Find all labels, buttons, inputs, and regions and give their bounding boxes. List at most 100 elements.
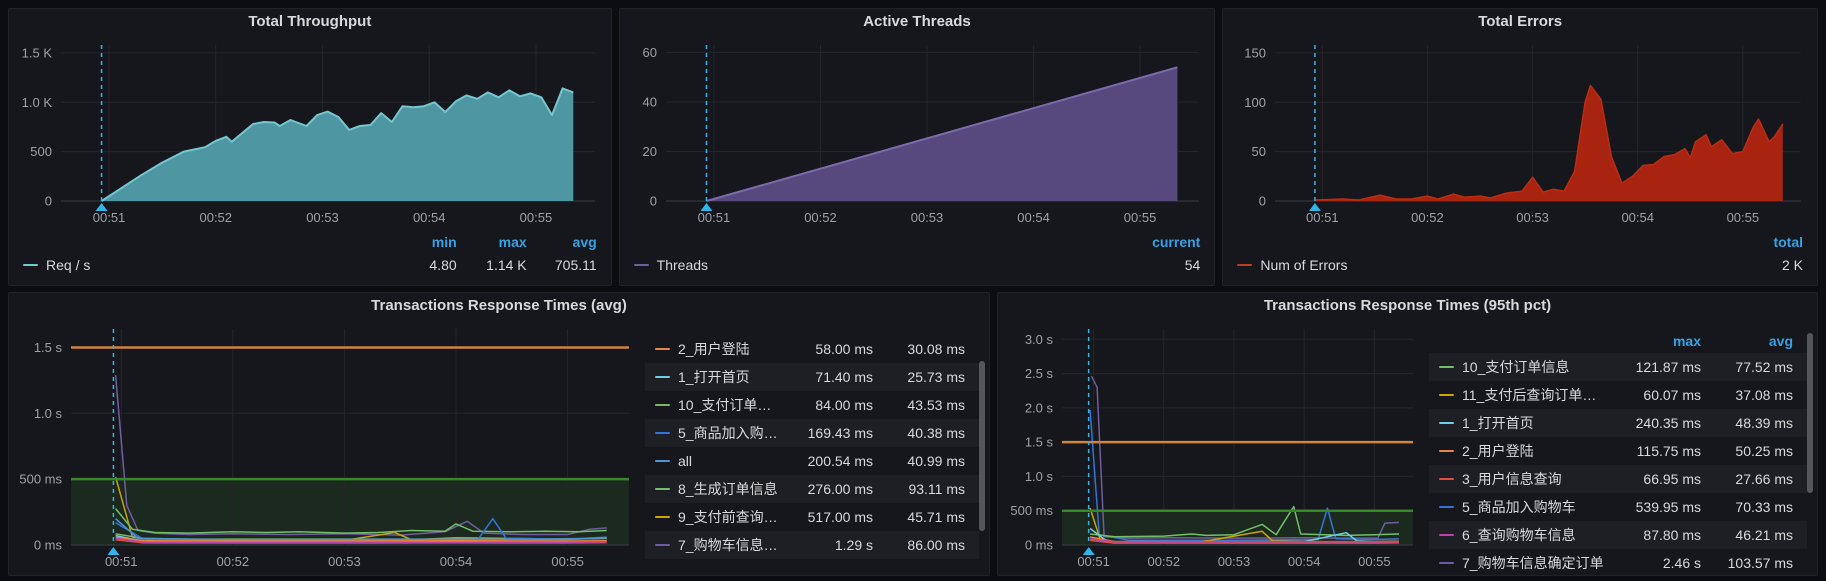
svg-text:500 ms: 500 ms [19,472,62,487]
svg-text:00:52: 00:52 [1411,210,1444,225]
legend-row[interactable]: 10_支付订单信息 84.00 ms 43.53 ms [645,391,979,419]
stat-total-value: 2 K [1781,257,1803,273]
series-name[interactable]: 5_商品加入购物车 [678,425,781,441]
series-color-dash [1439,506,1454,508]
series-max-value: 66.95 ms [1643,471,1701,487]
svg-text:20: 20 [642,144,656,159]
series-name[interactable]: 1_打开首页 [678,369,750,385]
series-name[interactable]: 3_用户信息查询 [1462,471,1562,487]
legend-row[interactable]: 11_支付后查询订单详情 60.07 ms 37.08 ms [1429,381,1807,409]
legend-row[interactable]: 8_生成订单信息 276.00 ms 93.11 ms [645,475,979,503]
series-avg-value: 37.08 ms [1735,387,1793,403]
series-max-value: 121.87 ms [1635,359,1701,375]
panel-title-response-times-95th[interactable]: Transactions Response Times (95th pct) [1263,297,1552,314]
panel-title-total-throughput[interactable]: Total Throughput [248,13,372,30]
legend-header-max[interactable]: max [498,234,527,250]
response-times-95th-chart[interactable]: 0 ms 500 ms 1.0 s 1.5 s 2.0 s 2.5 s 3.0 s 00:51… [998,319,1425,575]
svg-text:100: 100 [1245,95,1267,110]
legend-row[interactable]: 9_支付前查询订单列表 517.00 ms 45.71 ms [645,503,979,531]
legend-header-min[interactable]: min [431,234,457,250]
svg-text:0 ms: 0 ms [34,538,63,553]
series-name[interactable]: 9_支付前查询订单列表 [678,509,781,525]
svg-text:150: 150 [1245,45,1267,60]
legend-row[interactable]: 1_打开首页 240.35 ms 48.39 ms [1429,409,1807,437]
svg-text:00:55: 00:55 [1358,554,1391,569]
series-color-dash [655,404,670,406]
series-max-value: 84.00 ms [815,397,873,413]
series-max-value: 169.43 ms [807,425,873,441]
series-max-value: 276.00 ms [807,481,873,497]
svg-text:2.0 s: 2.0 s [1025,400,1054,415]
series-name[interactable]: 7_购物车信息确定订单 [678,537,781,553]
svg-text:00:51: 00:51 [105,554,138,569]
series-name[interactable]: 8_生成订单信息 [678,481,778,497]
legend-row[interactable]: 2_用户登陆 58.00 ms 30.08 ms [645,335,979,363]
legend-scrollbar[interactable] [1807,333,1813,493]
legend-row[interactable]: 6_查询购物车信息 87.80 ms 46.21 ms [1429,521,1807,549]
svg-text:00:51: 00:51 [697,210,730,225]
series-avg-value: 40.38 ms [907,425,965,441]
series-color-dash [1439,450,1454,452]
legend-row[interactable]: 2_用户登陆 115.75 ms 50.25 ms [1429,437,1807,465]
series-avg-value: 48.39 ms [1735,415,1793,431]
legend-row[interactable]: 5_商品加入购物车 539.95 ms 70.33 ms [1429,493,1807,521]
legend-row[interactable]: 10_支付订单信息 121.87 ms 77.52 ms [1429,353,1807,381]
throughput-legend: min max avg Req / s 4.80 1.14 K 705.11 [9,231,611,285]
series-name[interactable]: 6_查询购物车信息 [1462,527,1576,543]
legend-row[interactable]: 5_商品加入购物车 169.43 ms 40.38 ms [645,419,979,447]
svg-text:0: 0 [45,194,52,209]
stat-max-value: 1.14 K [486,257,527,273]
svg-text:1.0 s: 1.0 s [1025,469,1054,484]
series-color-dash [1237,264,1253,266]
legend-row[interactable]: all 200.54 ms 40.99 ms [645,447,979,475]
series-avg-value: 86.00 ms [907,537,965,553]
series-name[interactable]: 1_打开首页 [1462,415,1534,431]
svg-text:500: 500 [30,144,52,159]
legend-header-current[interactable]: current [1152,234,1201,250]
panel-title-active-threads[interactable]: Active Threads [863,13,971,30]
series-name[interactable]: Num of Errors [1260,257,1348,273]
svg-text:2.5 s: 2.5 s [1025,366,1054,381]
svg-text:1.0 K: 1.0 K [22,95,53,110]
avg-legend-table: 2_用户登陆 58.00 ms 30.08 ms 1_打开首页 71.40 ms… [641,319,989,575]
series-avg-value: 40.99 ms [907,453,965,469]
panel-total-errors: Total Errors 0 50 100 150 00:51 00:52 00:53 00:… [1222,8,1818,286]
legend-row[interactable]: 3_用户信息查询 66.95 ms 27.66 ms [1429,465,1807,493]
throughput-chart[interactable]: 0 500 1.0 K 1.5 K 00:51 00:52 00:53 00:54 00:55 [9,35,611,231]
svg-text:00:53: 00:53 [1218,554,1251,569]
panel-title-total-errors[interactable]: Total Errors [1478,13,1563,30]
svg-text:00:51: 00:51 [1306,210,1339,225]
svg-text:00:53: 00:53 [328,554,361,569]
series-color-dash [1439,534,1454,536]
series-max-value: 517.00 ms [807,509,873,525]
legend-row[interactable]: 1_打开首页 71.40 ms 25.73 ms [645,363,979,391]
series-name[interactable]: all [678,453,693,469]
panel-title-response-times-avg[interactable]: Transactions Response Times (avg) [371,297,627,314]
series-color-dash [655,544,670,546]
legend-header-total[interactable]: total [1773,234,1803,250]
response-times-avg-chart[interactable]: 0 ms 500 ms 1.0 s 1.5 s 00:51 00:52 00:53 00:54… [9,319,641,575]
series-name[interactable]: 11_支付后查询订单详情 [1462,387,1609,403]
svg-text:00:55: 00:55 [520,210,553,225]
legend-row[interactable]: 7_购物车信息确定订单 1.29 s 86.00 ms [645,531,979,559]
series-name[interactable]: 2_用户登陆 [678,341,750,357]
errors-legend: total Num of Errors 2 K [1223,231,1817,285]
errors-chart[interactable]: 0 50 100 150 00:51 00:52 00:53 00:54 00:55 [1223,35,1817,231]
legend-row[interactable]: 7_购物车信息确定订单 2.46 s 103.57 ms [1429,549,1807,575]
series-name[interactable]: 10_支付订单信息 [1462,359,1570,375]
series-name[interactable]: Threads [656,257,709,273]
legend-header-max[interactable]: max [1672,333,1701,349]
series-name[interactable]: 5_商品加入购物车 [1462,499,1576,515]
series-avg-value: 50.25 ms [1735,443,1793,459]
series-name[interactable]: Req / s [46,257,91,273]
legend-header-avg[interactable]: avg [1768,333,1793,349]
series-name[interactable]: 2_用户登陆 [1462,443,1534,459]
series-color-dash [1439,394,1454,396]
panel-total-throughput: Total Throughput 0 500 1.0 K 1.5 K 00:51 00:5… [8,8,612,286]
threads-chart[interactable]: 0 20 40 60 00:51 00:52 00:53 00:54 00:55 [620,35,1215,231]
legend-scrollbar[interactable] [979,361,985,531]
legend-header-avg[interactable]: avg [572,234,597,250]
pct-legend-table: max avg 10_支付订单信息 121.87 ms 77.52 ms [1425,319,1817,575]
series-name[interactable]: 7_购物车信息确定订单 [1462,555,1604,571]
series-name[interactable]: 10_支付订单信息 [678,397,781,413]
